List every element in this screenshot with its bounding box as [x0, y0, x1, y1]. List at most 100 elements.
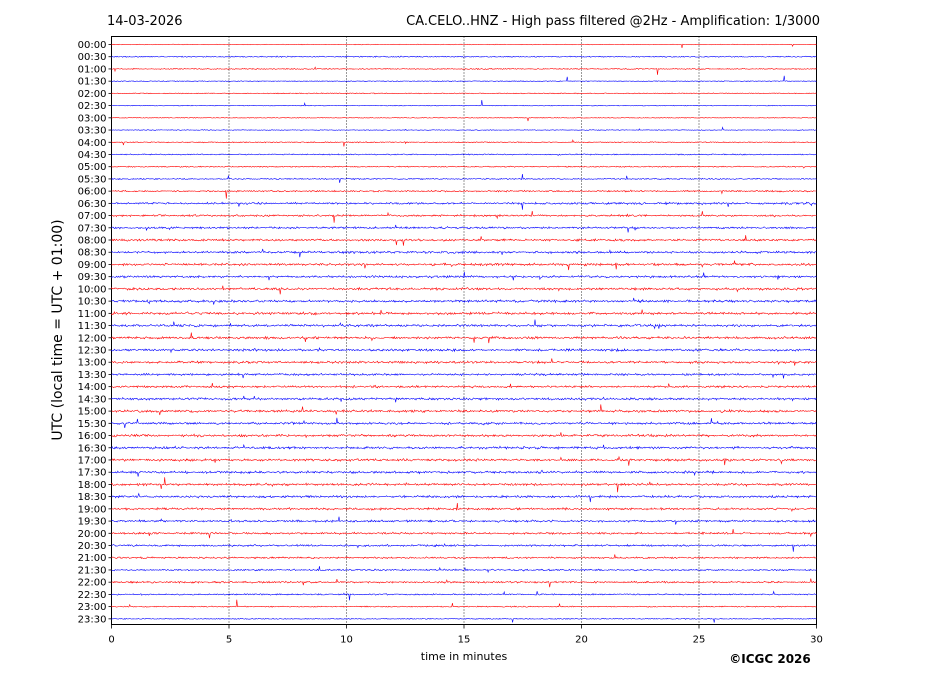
row-label: 20:30	[78, 541, 107, 552]
trace-row-0730	[111, 224, 817, 233]
copyright-text: ©ICGC 2026	[729, 652, 811, 666]
x-tick-label: 0	[108, 635, 114, 646]
x-axis-ticks: 0 5 10 15 20 25 30	[108, 624, 823, 646]
trace-row-0030	[111, 55, 817, 58]
vertical-gridlines	[228, 36, 700, 625]
row-label: 21:00	[78, 553, 107, 564]
row-label: 08:30	[78, 248, 107, 259]
trace-row-2200	[111, 578, 817, 588]
row-label: 21:30	[78, 565, 107, 576]
row-label: 09:30	[78, 272, 107, 283]
x-tick-label: 15	[458, 635, 471, 646]
trace-row-0330	[111, 126, 817, 131]
trace-row-1630	[111, 443, 817, 451]
trace-row-1700	[111, 455, 817, 466]
row-label: 18:00	[78, 480, 107, 491]
row-label: 04:30	[78, 150, 107, 161]
x-tick-label: 20	[575, 635, 588, 646]
trace-row-0430	[111, 153, 817, 156]
chart-title: CA.CELO..HNZ - High pass filtered @2Hz -…	[406, 14, 820, 29]
trace-row-2000	[111, 529, 817, 539]
row-label: 11:30	[78, 321, 107, 332]
row-label: 06:30	[78, 199, 107, 210]
trace-row-1130	[111, 319, 817, 330]
row-label: 08:00	[78, 236, 107, 247]
trace-row-0830	[111, 248, 817, 258]
x-axis-label: time in minutes	[421, 650, 508, 663]
trace-row-0000	[111, 43, 817, 49]
row-label: 07:00	[78, 211, 107, 222]
trace-row-1830	[111, 492, 817, 503]
row-label: 09:00	[78, 260, 107, 271]
trace-row-0130	[111, 75, 817, 83]
row-label: 16:00	[78, 431, 107, 442]
row-label: 14:30	[78, 394, 107, 405]
row-label: 05:00	[78, 162, 107, 173]
row-label: 19:30	[78, 517, 107, 528]
row-label: 13:30	[78, 370, 107, 381]
row-label: 05:30	[78, 174, 107, 185]
row-label: 17:00	[78, 455, 107, 466]
trace-row-1900	[111, 502, 817, 513]
x-tick-label: 25	[693, 635, 706, 646]
row-label: 11:00	[78, 309, 107, 320]
trace-row-1230	[111, 347, 817, 354]
trace-row-0700	[111, 211, 817, 223]
trace-row-1100	[111, 309, 817, 316]
row-label: 13:00	[78, 358, 107, 369]
row-label: 00:00	[78, 40, 107, 51]
row-label: 03:00	[78, 113, 107, 124]
row-label: 17:30	[78, 468, 107, 479]
trace-row-1400	[111, 383, 817, 389]
trace-row-1500	[111, 404, 817, 416]
trace-row-0630	[111, 201, 817, 210]
trace-row-1600	[111, 432, 817, 439]
trace-row-0930	[111, 272, 817, 281]
trace-row-2300	[111, 599, 817, 608]
row-label: 22:30	[78, 590, 107, 601]
row-label: 19:00	[78, 504, 107, 515]
trace-row-0300	[111, 117, 817, 122]
row-label: 00:30	[78, 52, 107, 63]
trace-row-1930	[111, 516, 817, 525]
y-axis-label: UTC (local time = UTC + 01:00)	[50, 219, 66, 440]
row-label: 07:30	[78, 223, 107, 234]
x-tick-label: 30	[810, 635, 823, 646]
trace-row-1530	[111, 417, 817, 428]
row-label: 15:30	[78, 419, 107, 430]
trace-row-1000	[111, 285, 817, 295]
row-label: 23:00	[78, 602, 107, 613]
row-label: 02:00	[78, 89, 107, 100]
x-tick-label: 5	[226, 635, 232, 646]
row-label: 10:30	[78, 297, 107, 308]
trace-row-1300	[111, 358, 817, 366]
trace-row-2130	[111, 566, 817, 574]
trace-row-0530	[111, 174, 817, 183]
row-label: 06:00	[78, 187, 107, 198]
seismic-traces	[111, 43, 817, 623]
row-label: 04:00	[78, 138, 107, 149]
row-label: 03:30	[78, 126, 107, 137]
trace-row-0400	[111, 139, 817, 147]
trace-row-1800	[111, 477, 817, 493]
x-tick-label: 10	[340, 635, 353, 646]
trace-row-0200	[111, 92, 817, 95]
trace-row-0800	[111, 235, 817, 246]
trace-row-0600	[111, 189, 817, 199]
trace-row-1330	[111, 372, 817, 379]
row-label: 20:00	[78, 529, 107, 540]
row-label: 01:00	[78, 64, 107, 75]
row-label: 16:30	[78, 443, 107, 454]
trace-row-0230	[111, 99, 817, 107]
trace-row-1030	[111, 297, 817, 305]
chart-date: 14-03-2026	[107, 14, 183, 29]
trace-row-1430	[111, 395, 817, 403]
trace-row-0100	[111, 66, 817, 75]
row-label: 12:30	[78, 346, 107, 357]
trace-row-0900	[111, 260, 817, 271]
row-label: 23:30	[78, 614, 107, 625]
row-label: 14:00	[78, 382, 107, 393]
trace-row-2030	[111, 543, 817, 552]
